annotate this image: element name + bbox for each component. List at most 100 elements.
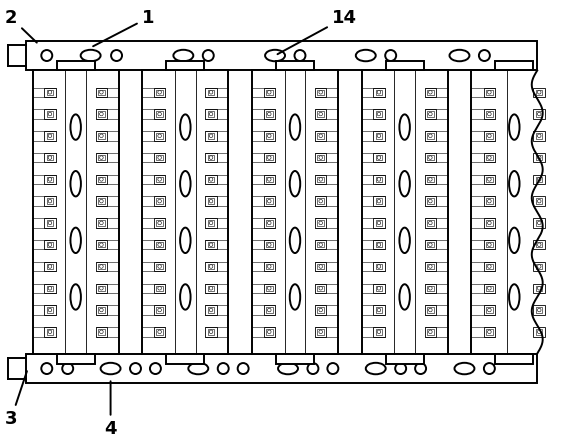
- Bar: [484, 218, 495, 228]
- Bar: [154, 240, 165, 249]
- Circle shape: [100, 286, 103, 290]
- Bar: [47, 111, 53, 117]
- Bar: [266, 177, 273, 182]
- Bar: [318, 198, 324, 204]
- Bar: [96, 305, 107, 315]
- Circle shape: [158, 91, 161, 94]
- Bar: [536, 198, 543, 204]
- Circle shape: [429, 308, 432, 312]
- Circle shape: [488, 134, 491, 137]
- Bar: [154, 175, 165, 184]
- Bar: [44, 109, 55, 119]
- Circle shape: [48, 330, 52, 334]
- Bar: [534, 327, 545, 336]
- Circle shape: [100, 156, 103, 160]
- Bar: [427, 90, 433, 95]
- Bar: [486, 177, 493, 182]
- Bar: [206, 283, 217, 293]
- Circle shape: [209, 221, 213, 225]
- Bar: [26, 354, 537, 384]
- Ellipse shape: [71, 228, 81, 253]
- Circle shape: [319, 178, 322, 181]
- Circle shape: [48, 286, 52, 290]
- Bar: [486, 133, 493, 138]
- Bar: [157, 329, 163, 335]
- Bar: [266, 242, 273, 248]
- Bar: [98, 90, 105, 95]
- Bar: [47, 198, 53, 204]
- Bar: [536, 242, 543, 248]
- Circle shape: [48, 156, 52, 160]
- Bar: [208, 133, 214, 138]
- Bar: [536, 220, 543, 226]
- Circle shape: [158, 199, 161, 203]
- Circle shape: [209, 243, 213, 247]
- Bar: [427, 198, 433, 204]
- Bar: [315, 196, 326, 206]
- Bar: [96, 153, 107, 162]
- Bar: [534, 240, 545, 249]
- Bar: [484, 109, 495, 119]
- Bar: [154, 131, 165, 141]
- Bar: [166, 61, 204, 70]
- Circle shape: [429, 221, 432, 225]
- Bar: [427, 177, 433, 182]
- Bar: [534, 131, 545, 141]
- Bar: [534, 175, 545, 184]
- Bar: [44, 262, 55, 271]
- Circle shape: [209, 308, 213, 312]
- Bar: [484, 283, 495, 293]
- Bar: [206, 88, 217, 97]
- Bar: [154, 305, 165, 315]
- Bar: [534, 153, 545, 162]
- Circle shape: [41, 50, 52, 61]
- Bar: [373, 153, 385, 162]
- Bar: [315, 175, 326, 184]
- Bar: [47, 307, 53, 313]
- Bar: [315, 262, 326, 271]
- Bar: [47, 329, 53, 335]
- Bar: [208, 264, 214, 269]
- Bar: [484, 153, 495, 162]
- Circle shape: [307, 363, 318, 374]
- Bar: [154, 153, 165, 162]
- Circle shape: [100, 265, 103, 268]
- Ellipse shape: [265, 50, 285, 61]
- Circle shape: [537, 243, 541, 247]
- Bar: [484, 262, 495, 271]
- Bar: [318, 133, 324, 138]
- Bar: [44, 175, 55, 184]
- Bar: [484, 196, 495, 206]
- Circle shape: [479, 50, 490, 61]
- Bar: [376, 264, 382, 269]
- Bar: [263, 262, 275, 271]
- Bar: [266, 307, 273, 313]
- Bar: [96, 283, 107, 293]
- Circle shape: [100, 308, 103, 312]
- Bar: [427, 329, 433, 335]
- Circle shape: [328, 363, 338, 374]
- Circle shape: [267, 199, 271, 203]
- Circle shape: [488, 243, 491, 247]
- Circle shape: [319, 112, 322, 116]
- Bar: [47, 177, 53, 182]
- Bar: [157, 220, 163, 226]
- Circle shape: [537, 308, 541, 312]
- Circle shape: [158, 330, 161, 334]
- Bar: [425, 131, 436, 141]
- Bar: [536, 111, 543, 117]
- Bar: [427, 111, 433, 117]
- Bar: [266, 220, 273, 226]
- Ellipse shape: [188, 363, 208, 374]
- Circle shape: [130, 363, 141, 374]
- Bar: [206, 109, 217, 119]
- Circle shape: [158, 156, 161, 160]
- Bar: [206, 218, 217, 228]
- Bar: [315, 109, 326, 119]
- Bar: [425, 240, 436, 249]
- Bar: [266, 111, 273, 117]
- Circle shape: [150, 363, 161, 374]
- Bar: [425, 196, 436, 206]
- Circle shape: [158, 134, 161, 137]
- Bar: [263, 88, 275, 97]
